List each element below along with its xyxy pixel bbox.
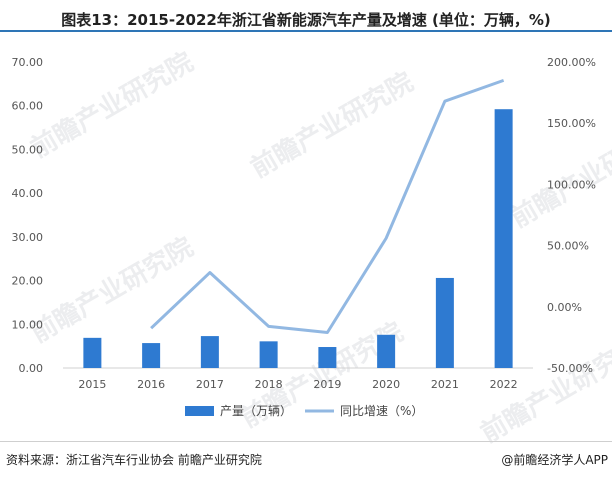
- x-tick-label: 2020: [372, 378, 400, 391]
- y-left-tick-label: 0.00: [19, 362, 44, 375]
- y-right-tick-label: 150.00%: [547, 117, 596, 130]
- y-left-tick-label: 30.00: [12, 231, 44, 244]
- x-tick-label: 2019: [313, 378, 341, 391]
- y-left-tick-label: 60.00: [12, 100, 44, 113]
- bar: [142, 343, 161, 368]
- y-right-tick-label: 100.00%: [547, 178, 596, 191]
- y-left-tick-label: 40.00: [12, 187, 44, 200]
- bar: [377, 334, 396, 368]
- y-right-tick-label: 0.00%: [547, 301, 582, 314]
- y-left-tick-label: 50.00: [12, 143, 44, 156]
- legend-bar-swatch: [185, 406, 214, 416]
- y-right-tick-label: -50.00%: [547, 362, 593, 375]
- x-tick-label: 2015: [78, 378, 106, 391]
- bar: [259, 341, 278, 368]
- bar: [435, 277, 454, 368]
- bar: [494, 109, 513, 368]
- x-tick-label: 2017: [196, 378, 224, 391]
- bar: [200, 336, 219, 368]
- x-tick-label: 2018: [255, 378, 283, 391]
- y-left-tick-label: 20.00: [12, 275, 44, 288]
- y-right-tick-label: 50.00%: [547, 240, 589, 253]
- title-divider: [0, 30, 612, 32]
- legend-bar-label: 产量（万辆）: [220, 404, 292, 418]
- bar: [83, 337, 102, 368]
- y-right-tick-label: 200.00%: [547, 56, 596, 69]
- y-left-tick-label: 10.00: [12, 318, 44, 331]
- source-note: 资料来源：浙江省汽车行业协会 前瞻产业研究院: [6, 453, 262, 467]
- x-tick-label: 2021: [431, 378, 459, 391]
- growth-line: [150, 78, 505, 335]
- legend-line-label: 同比增速（%）: [340, 404, 423, 418]
- bar: [318, 347, 337, 368]
- chart-title: 图表13：2015-2022年浙江省新能源汽车产量及增速 (单位：万辆，%): [61, 11, 551, 29]
- brand-label: @前瞻经济学人APP: [501, 453, 608, 467]
- x-tick-label: 2022: [490, 378, 518, 391]
- x-tick-label: 2016: [137, 378, 165, 391]
- combo-chart: 0.00 10.00 20.00 30.00 40.00 50.00 60.00 70.00 -…: [12, 56, 596, 418]
- y-left-tick-label: 70.00: [12, 56, 44, 69]
- footer-divider: [0, 441, 612, 442]
